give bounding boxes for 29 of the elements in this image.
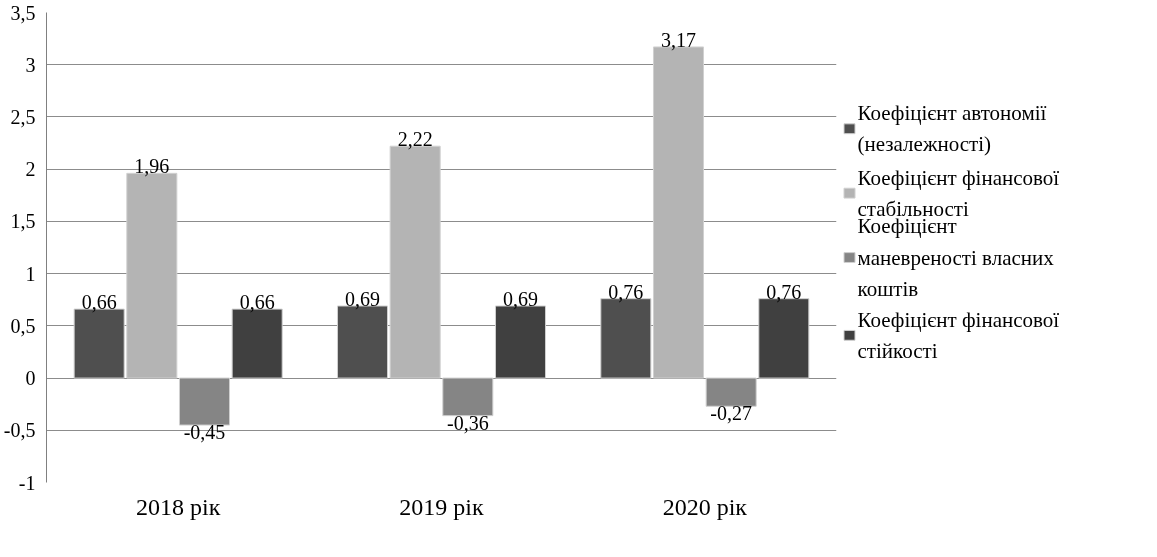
data-label: 0,69 bbox=[345, 287, 380, 310]
data-label: 0,76 bbox=[608, 280, 644, 303]
y-tick-label: -0,5 bbox=[3, 419, 36, 442]
data-label: -0,36 bbox=[447, 411, 489, 434]
bar bbox=[178, 377, 231, 426]
legend-label: Коефіцієнт автономії (незалежності) bbox=[857, 101, 1047, 157]
y-tick-label: 1,5 bbox=[10, 210, 36, 233]
y-tick-label: 3,5 bbox=[10, 1, 36, 24]
x-tick-label: 2019 рік bbox=[399, 493, 484, 520]
y-tick-label: 2,5 bbox=[10, 105, 36, 128]
data-label: 3,17 bbox=[661, 28, 696, 51]
y-tick-label: 0,5 bbox=[10, 314, 36, 337]
x-tick-label: 2020 рік bbox=[662, 493, 748, 520]
y-tick-label: -1 bbox=[18, 471, 36, 494]
y-tick-label: 3 bbox=[25, 53, 36, 76]
data-label: 2,22 bbox=[397, 128, 433, 151]
bar bbox=[705, 377, 757, 407]
data-label: -0,27 bbox=[710, 402, 753, 425]
data-label: 0,66 bbox=[81, 291, 117, 314]
data-label: 0,66 bbox=[239, 291, 275, 314]
data-label: 0,69 bbox=[503, 287, 538, 310]
data-label: -0,45 bbox=[183, 421, 226, 444]
legend-label: Коефіцієнт фінансової стійкості bbox=[857, 307, 1060, 363]
y-tick-label: 0 bbox=[25, 367, 36, 390]
y-tick-label: 2 bbox=[25, 158, 36, 181]
x-tick-label: 2018 рік bbox=[136, 493, 221, 520]
y-tick-label: 1 bbox=[25, 262, 36, 285]
data-label: 1,96 bbox=[134, 155, 170, 178]
data-label: 0,76 bbox=[766, 280, 802, 303]
